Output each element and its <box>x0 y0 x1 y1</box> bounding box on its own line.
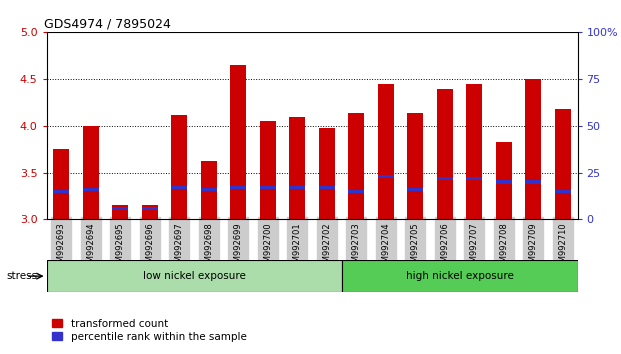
Bar <box>112 207 129 210</box>
Bar <box>289 117 306 219</box>
Bar <box>378 84 394 219</box>
Bar <box>525 79 542 219</box>
Bar <box>525 180 542 184</box>
Bar <box>437 89 453 219</box>
Bar <box>319 186 335 189</box>
Bar <box>407 188 424 191</box>
Bar <box>201 161 217 219</box>
Bar <box>555 109 571 219</box>
Bar <box>83 126 99 219</box>
Bar <box>378 175 394 178</box>
Bar <box>201 188 217 191</box>
Bar <box>466 84 483 219</box>
Bar <box>342 260 578 292</box>
Text: stress: stress <box>6 271 37 281</box>
Bar <box>437 177 453 180</box>
Bar <box>319 127 335 219</box>
Bar <box>171 186 188 189</box>
Bar <box>47 260 342 292</box>
Text: high nickel exposure: high nickel exposure <box>406 271 514 281</box>
Text: GDS4974 / 7895024: GDS4974 / 7895024 <box>44 18 171 31</box>
Bar <box>142 207 158 210</box>
Text: low nickel exposure: low nickel exposure <box>143 271 245 281</box>
Bar <box>53 190 70 193</box>
Bar <box>53 149 70 219</box>
Bar <box>289 186 306 189</box>
Legend: transformed count, percentile rank within the sample: transformed count, percentile rank withi… <box>52 319 247 342</box>
Bar <box>230 186 247 189</box>
Bar <box>112 205 129 219</box>
Bar <box>142 205 158 219</box>
Bar <box>407 113 424 219</box>
Bar <box>83 188 99 191</box>
Bar <box>260 121 276 219</box>
Bar <box>466 177 483 180</box>
Bar <box>496 180 512 184</box>
Bar <box>555 190 571 193</box>
Bar <box>348 190 365 193</box>
Bar <box>496 142 512 219</box>
Bar <box>348 114 365 219</box>
Bar <box>230 65 247 219</box>
Bar <box>260 186 276 189</box>
Bar <box>171 115 188 219</box>
